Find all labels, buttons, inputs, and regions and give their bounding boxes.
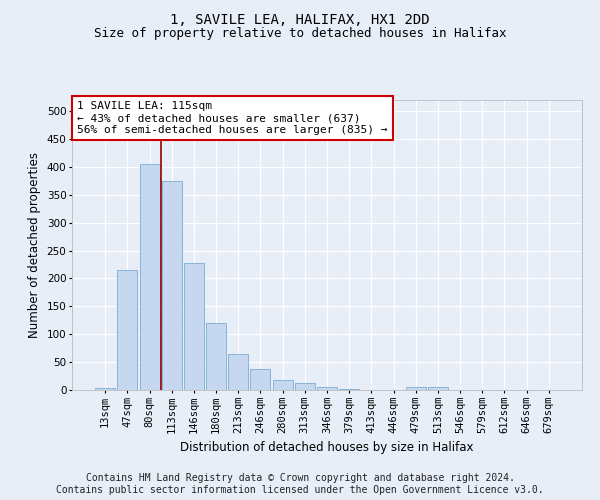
Bar (206, 323, 226, 390)
Y-axis label: Number of detached properties: Number of detached properties (28, 152, 41, 338)
X-axis label: Distribution of detached houses by size in Halifax: Distribution of detached houses by size … (180, 442, 474, 454)
Bar (406, 387, 426, 390)
Text: 1 SAVILE LEA: 115sqm
← 43% of detached houses are smaller (637)
56% of semi-deta: 1 SAVILE LEA: 115sqm ← 43% of detached h… (77, 102, 388, 134)
Bar (95, 388, 115, 390)
Text: 1, SAVILE LEA, HALIFAX, HX1 2DD: 1, SAVILE LEA, HALIFAX, HX1 2DD (170, 12, 430, 26)
Text: Contains HM Land Registry data © Crown copyright and database right 2024.
Contai: Contains HM Land Registry data © Crown c… (56, 474, 544, 495)
Bar (272, 380, 293, 390)
Bar (118, 270, 137, 390)
Bar (162, 181, 182, 390)
Bar (317, 387, 337, 390)
Bar (228, 354, 248, 390)
Bar (184, 263, 204, 390)
Bar (428, 387, 448, 390)
Bar (140, 164, 160, 390)
Text: Size of property relative to detached houses in Halifax: Size of property relative to detached ho… (94, 28, 506, 40)
Bar (250, 370, 271, 390)
Bar (295, 383, 315, 390)
